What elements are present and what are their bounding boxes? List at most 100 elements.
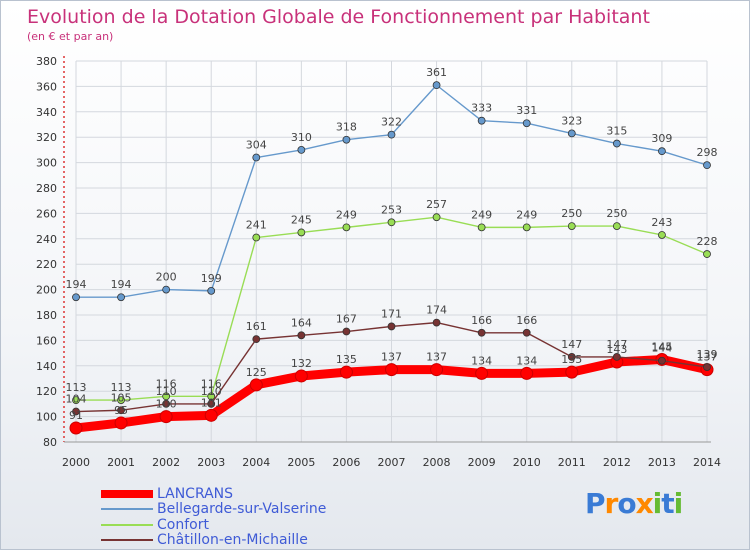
data-point: [385, 363, 398, 377]
data-label: 135: [561, 353, 582, 366]
chart-title: Evolution de la Dotation Globale de Fonc…: [27, 6, 650, 28]
x-tick-label: 2008: [423, 456, 451, 469]
data-point: [117, 293, 125, 302]
data-label: 116: [156, 377, 177, 390]
data-point: [297, 145, 306, 154]
legend-swatch-chatillon: [101, 539, 153, 541]
data-point: [522, 328, 531, 337]
logo-letter: P: [585, 487, 606, 520]
y-tick-label: 200: [36, 284, 57, 297]
legend-item-bellegarde: Bellegarde-sur-Valserine: [101, 502, 326, 516]
data-label: 249: [471, 208, 492, 221]
data-point: [249, 378, 263, 392]
data-point: [204, 408, 218, 422]
data-point: [567, 222, 576, 231]
y-tick-label: 140: [36, 360, 57, 373]
data-point: [387, 218, 396, 227]
data-label: 161: [246, 320, 267, 333]
data-label: 318: [336, 121, 357, 134]
data-label: 310: [291, 131, 312, 144]
x-tick-label: 2004: [242, 456, 270, 469]
data-label: 249: [516, 208, 537, 221]
x-tick-label: 2009: [468, 456, 496, 469]
x-tick-label: 2003: [197, 456, 225, 469]
logo-letter: r: [604, 487, 619, 520]
data-point: [342, 223, 351, 232]
data-label: 135: [336, 353, 357, 366]
data-label: 245: [291, 213, 312, 226]
y-tick-label: 160: [36, 334, 57, 347]
y-tick-label: 180: [36, 309, 57, 322]
data-point: [387, 130, 396, 139]
data-point: [703, 161, 711, 170]
data-label: 298: [697, 146, 718, 159]
legend-swatch-bellegarde: [101, 508, 153, 510]
legend-swatch-confort: [101, 524, 153, 526]
data-label: 250: [606, 207, 627, 220]
y-tick-label: 80: [43, 436, 57, 449]
data-point: [162, 399, 171, 408]
data-label: 143: [606, 343, 627, 356]
data-label: 101: [201, 396, 222, 409]
data-point: [342, 135, 351, 144]
data-label: 200: [156, 271, 177, 284]
legend-label-lancrans: LANCRANS: [157, 486, 234, 502]
data-point: [117, 406, 125, 415]
data-point: [477, 223, 486, 232]
data-point: [252, 153, 261, 162]
data-label: 250: [561, 207, 582, 220]
data-point: [159, 410, 173, 424]
data-label: 331: [516, 104, 537, 117]
y-tick-label: 320: [36, 131, 57, 144]
data-label: 243: [651, 216, 672, 229]
y-tick-label: 360: [36, 80, 57, 93]
data-label: 171: [381, 307, 402, 320]
y-tick-label: 380: [36, 55, 57, 68]
data-point: [432, 81, 441, 90]
x-tick-label: 2006: [332, 456, 360, 469]
y-tick-label: 100: [36, 411, 57, 424]
data-point: [72, 293, 80, 302]
x-tick-label: 2012: [603, 456, 631, 469]
chart-subtitle: (en € et par an): [27, 30, 114, 43]
data-point: [72, 396, 80, 404]
data-point: [339, 365, 353, 379]
data-label: 104: [66, 393, 87, 406]
data-point: [72, 407, 80, 416]
data-label: 91: [69, 409, 83, 422]
x-tick-label: 2005: [287, 456, 315, 469]
data-point: [612, 353, 621, 361]
data-label: 322: [381, 116, 402, 129]
data-point: [703, 363, 711, 371]
data-point: [114, 416, 128, 430]
data-label: 323: [561, 114, 582, 127]
data-point: [207, 399, 216, 408]
data-point: [162, 392, 171, 401]
data-label: 253: [381, 203, 402, 216]
x-tick-label: 2014: [693, 456, 721, 469]
data-label: 116: [201, 377, 222, 390]
y-tick-label: 300: [36, 157, 57, 170]
data-label: 194: [66, 278, 87, 291]
data-point: [207, 286, 216, 295]
data-point: [612, 222, 621, 231]
data-label: 105: [111, 391, 132, 404]
data-point: [658, 231, 666, 239]
legend-item-confort: Confort: [101, 518, 209, 532]
data-point: [297, 228, 306, 237]
data-label: 125: [246, 366, 267, 379]
logo-letter: t: [661, 487, 674, 520]
x-tick-label: 2001: [107, 456, 135, 469]
legend-item-lancrans: LANCRANS: [101, 487, 233, 501]
data-label: 113: [111, 381, 132, 394]
data-label: 100: [156, 398, 177, 411]
data-label: 134: [516, 354, 537, 367]
logo-letter: i: [652, 487, 663, 520]
data-label: 228: [697, 235, 718, 248]
data-label: 361: [426, 66, 447, 79]
data-label: 164: [291, 316, 312, 329]
data-point: [342, 327, 351, 336]
data-label: 134: [471, 354, 492, 367]
data-label: 132: [291, 357, 312, 370]
